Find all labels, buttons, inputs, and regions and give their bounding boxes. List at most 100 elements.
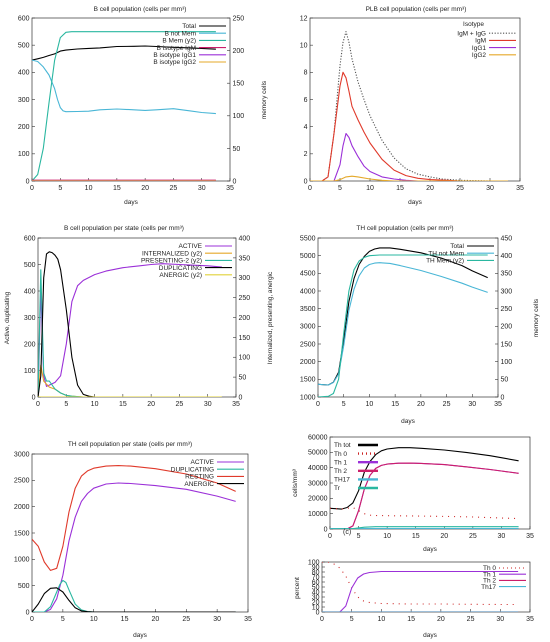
panel-g-ytick-label: 70 bbox=[312, 574, 320, 581]
panel-d-ytick-label: 4500 bbox=[300, 271, 316, 278]
panel-d-legend-label: Total bbox=[450, 243, 464, 250]
panel-c-y2tick-label: 0 bbox=[239, 394, 243, 401]
panel-a-ytick-label: 500 bbox=[18, 43, 30, 50]
panel-g-legend-label: Th 1 bbox=[483, 571, 496, 578]
panel-e-plot-area: 0 5 10 15 20 25 30 35 0 500 1000 1500 2000 2500 3000 AC… bbox=[14, 451, 252, 623]
panel-d-y2label: memory cells bbox=[533, 298, 540, 337]
panel-c-series-line bbox=[38, 269, 222, 397]
panel-c-xtick-label: 5 bbox=[64, 401, 68, 408]
panel-f-annotation: (c) bbox=[343, 529, 351, 536]
panel-g-xlabel: days bbox=[423, 632, 437, 639]
panel-d-plot-area: 0 5 10 15 20 25 30 3510001500200025003000350040… bbox=[300, 235, 512, 408]
panel-d-ytick-label: 3000 bbox=[300, 324, 316, 331]
panel-c-plot-area: 0 5 10 15 20 25 30 3501002003004005006000501001… bbox=[24, 235, 250, 408]
panel-d-ytick-label: 5000 bbox=[300, 253, 316, 260]
panel-f-xtick-label: 5 bbox=[357, 533, 361, 540]
panel-a-ytick-label: 0 bbox=[26, 178, 30, 185]
panel-b-legend-label: IgM + IgG bbox=[457, 30, 486, 37]
panel-d-xtick-label: 15 bbox=[391, 401, 399, 408]
panel-d-y2tick-label: 400 bbox=[501, 253, 513, 260]
panel-f-xtick-label: 15 bbox=[412, 533, 420, 540]
panel-f-ytick-label: 50000 bbox=[308, 450, 328, 457]
panel-b-xtick-label: 30 bbox=[486, 185, 494, 192]
panel-d-ytick-label: 3500 bbox=[300, 306, 316, 313]
panel-c-title: B cell population per state (cells per m… bbox=[64, 225, 184, 232]
panel-g-xtick-label: 20 bbox=[437, 616, 445, 623]
panel-e-xtick-label: 5 bbox=[61, 616, 65, 623]
panel-c-y2tick-label: 350 bbox=[239, 255, 251, 262]
panel-e-ytick-label: 2500 bbox=[14, 478, 30, 485]
panel-a-ytick-label: 600 bbox=[18, 15, 30, 22]
panel-a-legend-label: B isotype IgG2 bbox=[153, 59, 196, 66]
panel-c: B cell population per state (cells per m… bbox=[4, 225, 274, 408]
panel-g-xtick-label: 30 bbox=[496, 616, 504, 623]
panel-a-y2tick-label: 150 bbox=[233, 81, 245, 88]
panel-c-ytick-label: 400 bbox=[24, 288, 36, 295]
panel-a-legend-label: B not Mem bbox=[165, 30, 196, 37]
panel-a-y2tick-label: 50 bbox=[233, 146, 241, 153]
panel-a-title: B cell population (cells per mm³) bbox=[94, 6, 187, 13]
panel-a-xlabel: days bbox=[124, 199, 138, 206]
panel-a-series-line bbox=[32, 45, 216, 61]
panel-a-xtick-label: 10 bbox=[85, 185, 93, 192]
panel-g-ytick-label: 60 bbox=[312, 579, 320, 586]
panel-d-xlabel: days bbox=[401, 418, 415, 425]
panel-c-xtick-label: 25 bbox=[176, 401, 184, 408]
panel-c-ytick-label: 500 bbox=[24, 262, 36, 269]
panel-e: TH cell population per state (cells per … bbox=[14, 441, 252, 639]
panel-b-title: PLB cell population (cells per mm³) bbox=[366, 6, 467, 13]
panel-b-xlabel: days bbox=[408, 199, 422, 206]
panel-d-ytick-label: 2500 bbox=[300, 341, 316, 348]
panel-c-series-line bbox=[38, 263, 222, 397]
panel-d-y2tick-label: 200 bbox=[501, 324, 513, 331]
panel-c-y2tick-label: 400 bbox=[239, 235, 251, 242]
panel-b-ytick-label: 0 bbox=[304, 178, 308, 185]
panel-a-ytick-label: 200 bbox=[18, 124, 30, 131]
panel-e-xtick-label: 10 bbox=[90, 616, 98, 623]
panel-c-xtick-label: 30 bbox=[204, 401, 212, 408]
panel-d-y2tick-label: 250 bbox=[501, 306, 513, 313]
panel-d-xtick-label: 35 bbox=[494, 401, 502, 408]
panel-a-xtick-label: 20 bbox=[141, 185, 149, 192]
panel-e-title: TH cell population per state (cells per … bbox=[68, 441, 192, 448]
panel-e-legend-label: DUPLICATING bbox=[171, 466, 214, 473]
panel-g-ytick-label: 10 bbox=[312, 604, 320, 611]
panel-e-legend-label: RESTING bbox=[185, 474, 214, 481]
panel-c-y2tick-label: 200 bbox=[239, 315, 251, 322]
panel-e-ytick-label: 1500 bbox=[14, 530, 30, 537]
panel-a-plot-area: 0 5 10 15 20 25 30 3501002003004005006000501001… bbox=[18, 15, 244, 192]
panel-f-legend-label: Th 0 bbox=[334, 451, 347, 458]
panel-e-series-line bbox=[32, 579, 236, 612]
panel-f-legend-label: Th 1 bbox=[334, 459, 347, 466]
panel-d-xtick-label: 25 bbox=[443, 401, 451, 408]
panel-c-y2tick-label: 150 bbox=[239, 335, 251, 342]
panel-f-ytick-label: 40000 bbox=[308, 465, 328, 472]
panel-c-y2label: Internalized, presenting, anergic bbox=[267, 271, 274, 364]
panel-f-xtick-label: 25 bbox=[469, 533, 477, 540]
panel-f-series-line bbox=[330, 447, 519, 510]
panel-c-y2tick-label: 250 bbox=[239, 295, 251, 302]
panel-a-ytick-label: 100 bbox=[18, 151, 30, 158]
panel-f-series-line bbox=[330, 462, 519, 529]
panel-d-ytick-label: 5500 bbox=[300, 235, 316, 242]
panel-c-ytick-label: 300 bbox=[24, 315, 36, 322]
panel-e-ytick-label: 1000 bbox=[14, 557, 30, 564]
panel-f-legend-label: Th tot bbox=[334, 442, 351, 449]
panel-b-xtick-label: 15 bbox=[396, 185, 404, 192]
panel-d-ytick-label: 2000 bbox=[300, 359, 316, 366]
panel-a-legend-label: B isotype IgM bbox=[157, 45, 196, 52]
panel-b-xtick-label: 20 bbox=[426, 185, 434, 192]
panel-g-xtick-label: 5 bbox=[350, 616, 354, 623]
panel-b-series-line bbox=[310, 31, 508, 181]
panel-g-ytick-label: 90 bbox=[312, 564, 320, 571]
panel-e-xlabel: days bbox=[133, 632, 147, 639]
panel-b-xtick-label: 0 bbox=[308, 185, 312, 192]
panel-g-legend-label: Th 0 bbox=[483, 565, 496, 572]
panel-e-ytick-label: 3000 bbox=[14, 451, 30, 458]
panel-a-series-line bbox=[32, 31, 216, 181]
panel-g-xtick-label: 35 bbox=[526, 616, 534, 623]
panel-a-xtick-label: 30 bbox=[198, 185, 206, 192]
panel-d-frame bbox=[317, 237, 499, 398]
panel-g-frame bbox=[321, 561, 531, 613]
